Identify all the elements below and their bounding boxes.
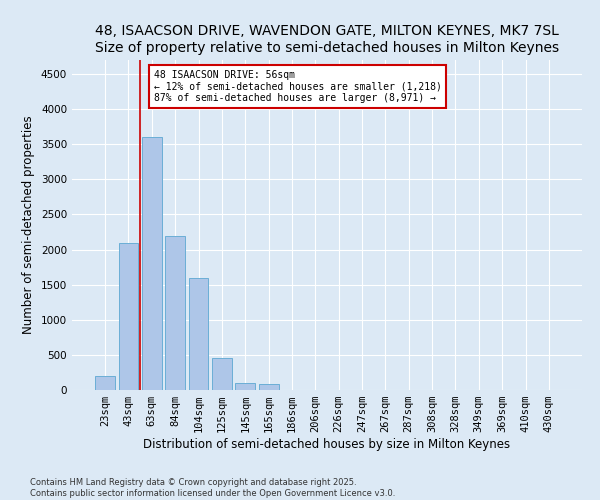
Text: 48 ISAACSON DRIVE: 56sqm
← 12% of semi-detached houses are smaller (1,218)
87% o: 48 ISAACSON DRIVE: 56sqm ← 12% of semi-d…: [154, 70, 442, 103]
Y-axis label: Number of semi-detached properties: Number of semi-detached properties: [22, 116, 35, 334]
Bar: [165, 236, 185, 390]
Title: 48, ISAACSON DRIVE, WAVENDON GATE, MILTON KEYNES, MK7 7SL
Size of property relat: 48, ISAACSON DRIVE, WAVENDON GATE, MILTO…: [95, 24, 559, 54]
Bar: [235, 383, 255, 390]
Bar: [119, 242, 139, 390]
X-axis label: Distribution of semi-detached houses by size in Milton Keynes: Distribution of semi-detached houses by …: [143, 438, 511, 451]
Bar: [142, 137, 162, 390]
Text: Contains HM Land Registry data © Crown copyright and database right 2025.
Contai: Contains HM Land Registry data © Crown c…: [30, 478, 395, 498]
Bar: [188, 278, 208, 390]
Bar: [259, 384, 278, 390]
Bar: [95, 376, 115, 390]
Bar: [212, 358, 232, 390]
